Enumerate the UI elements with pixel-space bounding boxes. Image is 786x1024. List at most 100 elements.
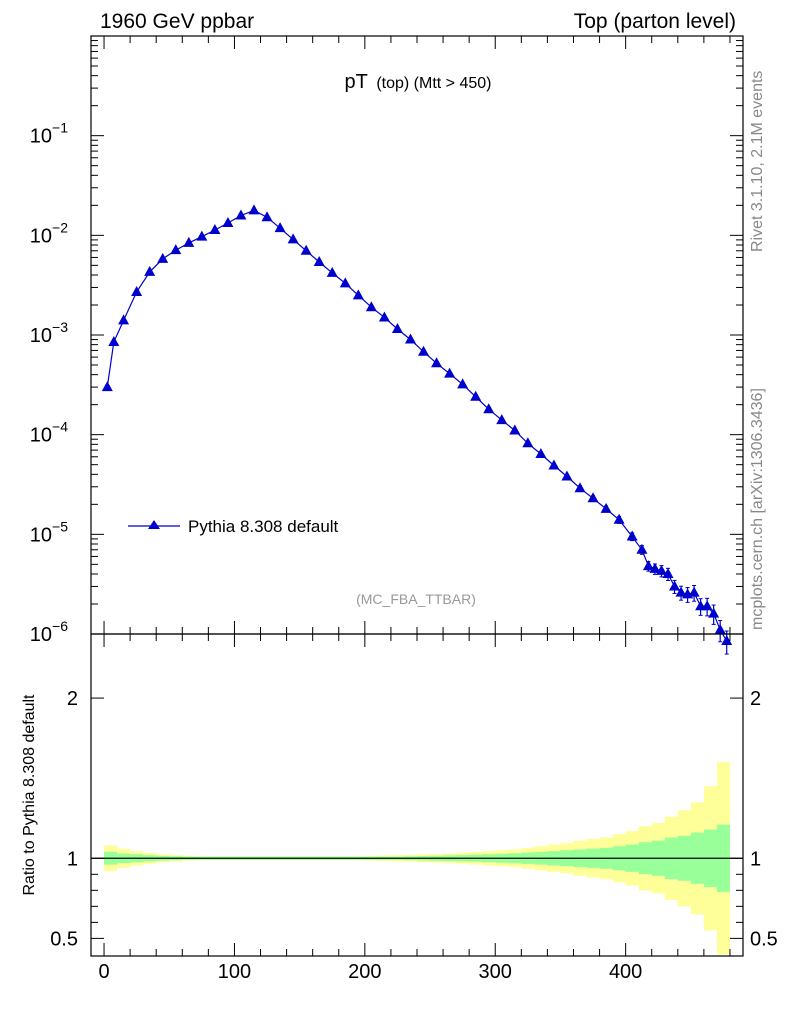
data-point-marker bbox=[404, 333, 416, 344]
data-point-marker bbox=[600, 502, 612, 513]
data-point-marker bbox=[574, 482, 586, 493]
data-point-marker bbox=[339, 277, 351, 288]
ratio-y-axis-label: Ratio to Pythia 8.308 default bbox=[21, 694, 38, 896]
data-point-marker bbox=[587, 492, 599, 503]
data-point-marker bbox=[509, 424, 521, 435]
watermark-label: (MC_FBA_TTBAR) bbox=[356, 591, 476, 607]
data-point-marker bbox=[483, 403, 495, 414]
data-point-marker bbox=[157, 252, 169, 263]
ratio-y-tick-label-left: 2 bbox=[67, 688, 78, 710]
ratio-plot-frame bbox=[90, 633, 744, 957]
legend: Pythia 8.308 default bbox=[128, 517, 339, 536]
data-point-marker bbox=[470, 390, 482, 401]
data-point-marker bbox=[170, 244, 182, 255]
data-point-marker bbox=[636, 543, 648, 554]
pythia-series bbox=[101, 204, 733, 655]
tick-label-exponent: −5 bbox=[52, 518, 68, 534]
data-point-marker bbox=[378, 311, 390, 322]
data-point-marker bbox=[431, 357, 443, 368]
header-right: Top (parton level) bbox=[574, 10, 736, 33]
data-point-marker bbox=[522, 437, 534, 448]
data-point-marker bbox=[118, 314, 130, 325]
data-point-marker bbox=[444, 367, 456, 378]
data-point-marker bbox=[548, 459, 560, 470]
data-point-marker bbox=[313, 256, 325, 267]
rivet-version-label: Rivet 3.1.10, 2.1M events bbox=[749, 71, 766, 252]
main-plot-panel: 10−110−210−310−410−510−6 pT (top) (Mtt >… bbox=[30, 35, 744, 655]
data-point-marker bbox=[144, 265, 156, 276]
data-point-marker bbox=[626, 530, 638, 541]
data-point-marker bbox=[287, 233, 299, 244]
data-point-marker bbox=[675, 586, 687, 597]
data-point-marker bbox=[196, 230, 208, 241]
plot-title-main: pT bbox=[345, 71, 368, 93]
tick-label-exponent: −4 bbox=[52, 419, 68, 435]
tick-label-exponent: −6 bbox=[52, 618, 68, 634]
data-point-marker bbox=[131, 286, 143, 297]
main-y-tick-label: 10−6 bbox=[30, 618, 68, 646]
tick-label-base: 10 bbox=[30, 524, 52, 546]
x-tick-label: 200 bbox=[348, 961, 381, 983]
ratio-axis-ticks bbox=[91, 634, 743, 956]
data-point-marker bbox=[418, 345, 430, 356]
series-line bbox=[106, 209, 728, 642]
main-y-tick-label: 10−4 bbox=[30, 419, 68, 447]
tick-label-base: 10 bbox=[30, 624, 52, 646]
data-point-marker bbox=[721, 635, 733, 646]
x-tick-label: 400 bbox=[609, 961, 642, 983]
ratio-y-tick-label-left: 0.5 bbox=[50, 928, 78, 950]
plot-title-sub: (top) (Mtt > 450) bbox=[376, 75, 491, 92]
x-tick-label: 300 bbox=[479, 961, 512, 983]
ratio-y-tick-label-right: 2 bbox=[750, 688, 761, 710]
tick-label-base: 10 bbox=[30, 425, 52, 447]
legend-label: Pythia 8.308 default bbox=[188, 517, 339, 536]
tick-label-base: 10 bbox=[30, 225, 52, 247]
main-axis-ticks bbox=[91, 36, 743, 635]
data-point-marker bbox=[662, 567, 674, 578]
data-point-marker bbox=[183, 236, 195, 247]
ratio-y-tick-label-right: 1 bbox=[750, 848, 761, 870]
data-point-marker bbox=[535, 447, 547, 458]
main-y-tick-labels: 10−110−210−310−410−510−6 bbox=[30, 120, 68, 646]
data-point-marker bbox=[235, 209, 247, 220]
tick-label-exponent: −3 bbox=[52, 319, 68, 335]
x-tick-label: 100 bbox=[218, 961, 251, 983]
ratio-y-tick-labels: 2 2 1 1 0.5 0.5 bbox=[50, 688, 778, 950]
data-point-marker bbox=[274, 222, 286, 233]
tick-label-base: 10 bbox=[30, 126, 52, 148]
ratio-y-tick-label-right: 0.5 bbox=[750, 928, 778, 950]
tick-label-exponent: −1 bbox=[52, 120, 68, 136]
main-y-tick-label: 10−2 bbox=[30, 219, 68, 247]
data-point-marker bbox=[561, 470, 573, 481]
ratio-plot-panel: 2 2 1 1 0.5 0.5 0 100 200 300 400 Ratio to Pythia… bbox=[21, 633, 778, 983]
data-point-marker bbox=[613, 513, 625, 524]
data-point-marker bbox=[642, 560, 654, 571]
data-point-marker bbox=[496, 414, 508, 425]
ratio-y-tick-label-left: 1 bbox=[67, 848, 78, 870]
legend-marker-triangle bbox=[148, 520, 160, 529]
tick-label-exponent: −2 bbox=[52, 219, 68, 235]
main-y-tick-label: 10−5 bbox=[30, 518, 68, 546]
data-point-marker bbox=[656, 564, 667, 575]
data-point-marker bbox=[391, 322, 403, 333]
data-point-marker bbox=[701, 600, 713, 611]
data-point-marker bbox=[365, 301, 377, 312]
tick-label-base: 10 bbox=[30, 325, 52, 347]
data-point-marker bbox=[209, 224, 221, 235]
main-y-tick-label: 10−1 bbox=[30, 120, 68, 148]
source-label: mcplots.cern.ch [arXiv:1306.3436] bbox=[749, 388, 766, 630]
data-point-marker bbox=[457, 378, 469, 389]
x-tick-label: 0 bbox=[98, 961, 109, 983]
data-point-marker bbox=[108, 336, 120, 347]
data-point-marker bbox=[714, 623, 726, 634]
data-point-marker bbox=[222, 216, 234, 227]
data-point-marker bbox=[261, 211, 273, 222]
main-y-tick-label: 10−3 bbox=[30, 319, 68, 347]
header-left: 1960 GeV ppbar bbox=[100, 10, 254, 33]
x-tick-labels: 0 100 200 300 400 bbox=[98, 961, 642, 983]
data-point-marker bbox=[649, 562, 661, 573]
data-point-marker bbox=[688, 586, 700, 597]
data-point-marker bbox=[352, 289, 364, 300]
data-point-marker bbox=[669, 580, 681, 591]
